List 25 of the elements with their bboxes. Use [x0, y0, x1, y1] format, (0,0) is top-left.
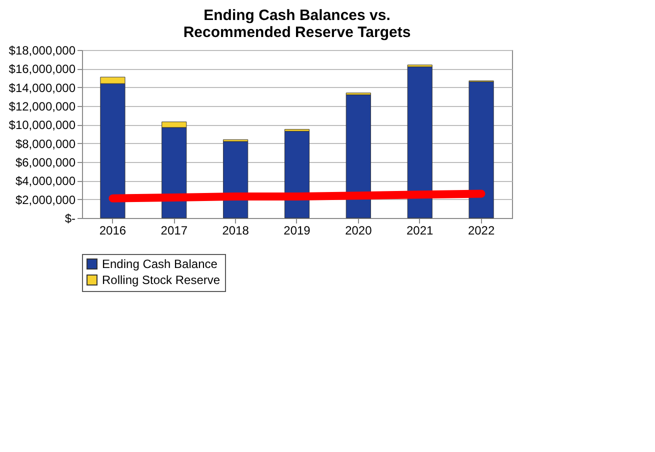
- y-tick-label: $18,000,000: [8, 44, 76, 58]
- y-tick-label: $14,000,000: [8, 80, 76, 95]
- legend-label: Rolling Stock Reserve: [102, 273, 220, 287]
- y-tick-label: $4,000,000: [15, 174, 76, 188]
- y-tick-label: $12,000,000: [8, 100, 76, 114]
- x-tick-label: 2022: [468, 224, 495, 238]
- y-tick-label: $-: [64, 212, 76, 226]
- legend-label: Ending Cash Balance: [102, 257, 218, 271]
- x-tick-label: 2018: [222, 224, 250, 238]
- text: Ending Cash Balances vs.: [204, 7, 390, 24]
- y-tick-label: $2,000,000: [15, 192, 76, 207]
- y-tick-label: $16,000,000: [8, 62, 76, 76]
- x-tick-label: 2019: [284, 224, 311, 238]
- x-tick-label: 2020: [345, 224, 372, 238]
- bar: [284, 130, 310, 218]
- y-tick-label: $6,000,000: [15, 156, 76, 170]
- bar: [346, 94, 371, 218]
- x-tick-label: 2021: [406, 224, 434, 238]
- text: Recommended Reserve Targets: [183, 24, 411, 41]
- x-tick-label: 2017: [160, 224, 188, 238]
- x-tick-label: 2016: [99, 224, 126, 238]
- bar: [407, 66, 432, 218]
- y-tick-label: $10,000,000: [8, 118, 76, 132]
- bar: [468, 81, 494, 218]
- y-tick-label: $8,000,000: [15, 136, 76, 151]
